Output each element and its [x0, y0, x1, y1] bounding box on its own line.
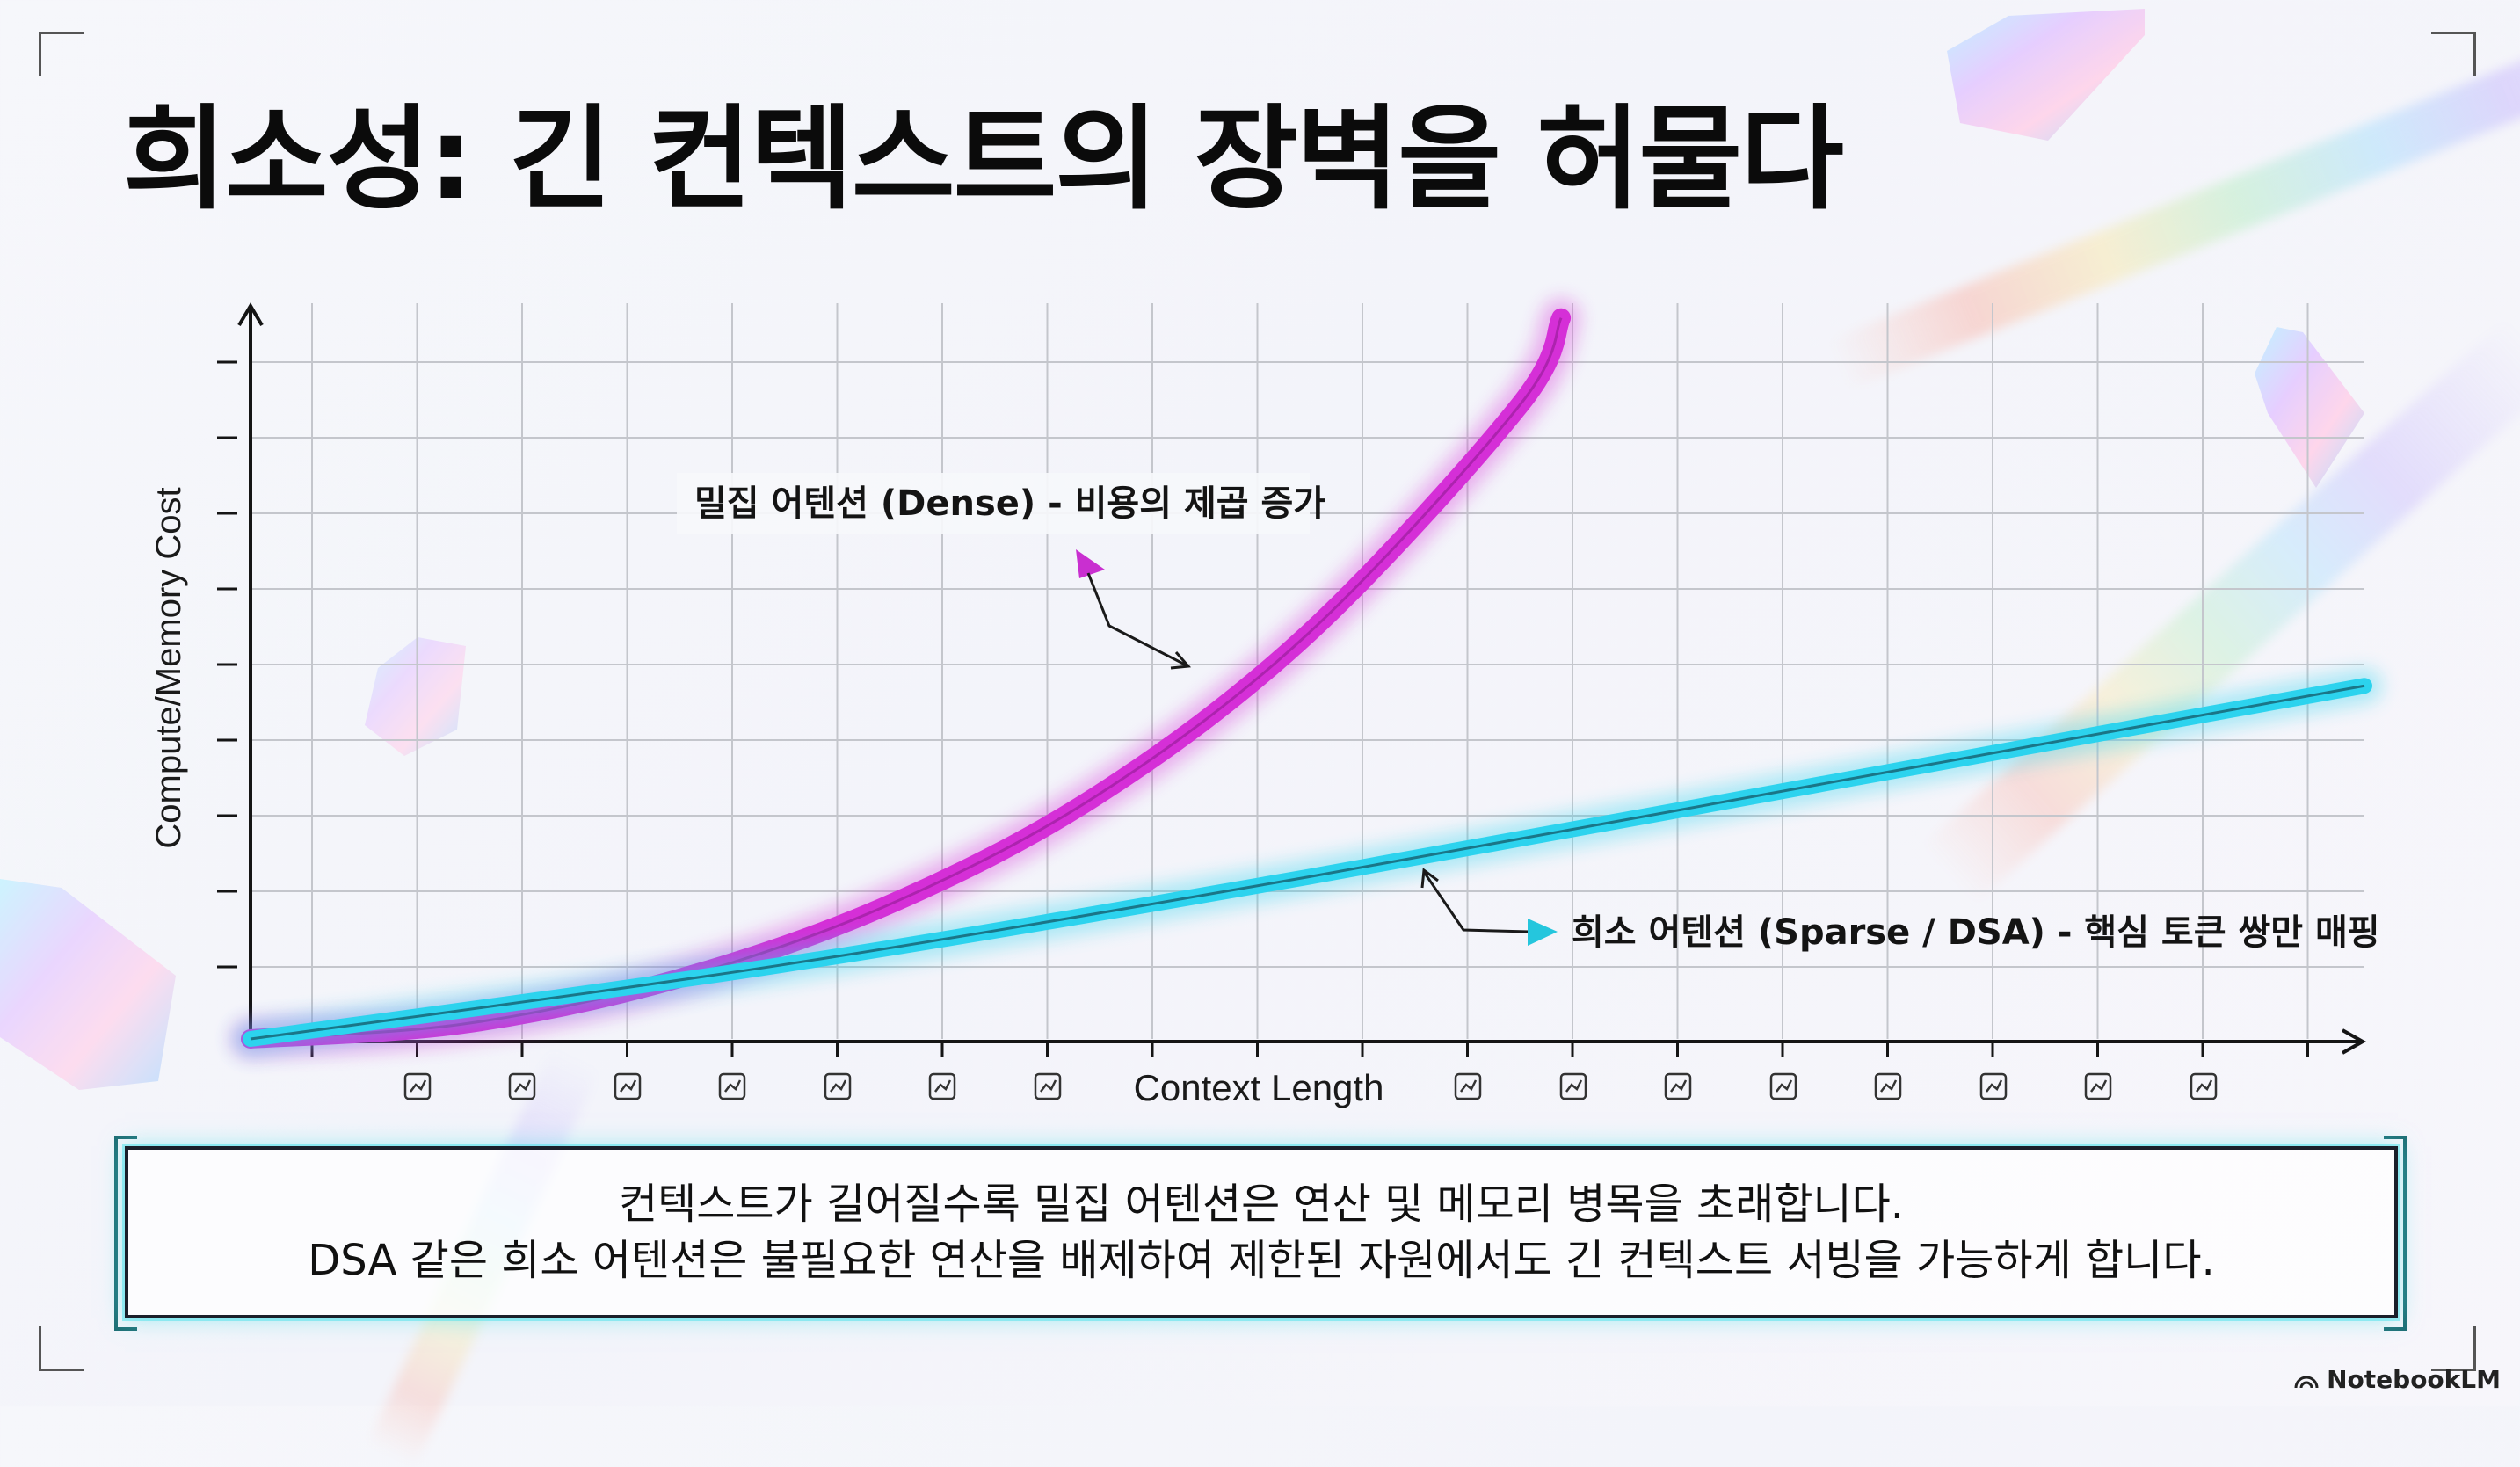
connected-nodes-icon — [508, 1072, 536, 1100]
bar-chart-icon — [928, 1072, 956, 1100]
y-axis-label: Compute/Memory Cost — [149, 487, 188, 848]
chart-grid — [251, 303, 2364, 1039]
corner-frame-mark — [39, 1326, 84, 1371]
sparse-annotation-marker — [1528, 919, 1558, 946]
link-icon — [1874, 1072, 1902, 1100]
caption-line-1: 컨텍스트가 길어질수록 밀집 어텐션은 연산 및 메모리 병목을 초래합니다. — [618, 1180, 1905, 1229]
branch-icon — [1769, 1072, 1797, 1100]
dot-grid-icon — [718, 1072, 746, 1100]
cursor-spark-icon — [403, 1072, 432, 1100]
sparse-series-core — [250, 684, 2365, 1041]
caption-line-2: DSA 같은 희소 어텐션은 불필요한 연산을 배제하여 제한된 자원에서도 긴… — [308, 1236, 2215, 1285]
caption-bracket-right — [2384, 1136, 2407, 1331]
corner-frame-mark — [39, 32, 84, 76]
trend-box-icon — [614, 1072, 642, 1100]
y-axis-arrowhead — [237, 302, 264, 327]
corner-frame-mark — [2431, 32, 2476, 76]
x-axis-arrowhead — [2342, 1028, 2367, 1055]
cost-chart: Compute/Memory Cost Context Length 밀집 어텐… — [0, 9, 2382, 1108]
slide-title: 희소성: 긴 컨텍스트의 장벽을 허물다 — [123, 94, 1844, 225]
notebooklm-brand: NotebookLM — [2293, 1365, 2501, 1394]
sparse-annotation-label: 희소 어텐션 (Sparse / DSA) - 핵심 토큰 쌍만 매핑 — [1572, 912, 2380, 953]
list-icon — [1034, 1072, 1062, 1100]
network-icon — [1454, 1072, 1482, 1100]
x-axis-icon-row — [403, 1072, 2218, 1100]
notebooklm-logo-icon — [2294, 1376, 2319, 1388]
magnifier-icon — [2190, 1072, 2218, 1100]
waveform-icon — [824, 1072, 852, 1100]
table-grid-icon — [1664, 1072, 1692, 1100]
dense-annotation-arrow — [1086, 572, 1189, 668]
chart-axes — [217, 302, 2367, 1057]
series-layer — [231, 298, 2382, 1058]
crystal-decoration — [0, 9, 2364, 1090]
cube-icon — [2084, 1072, 2112, 1100]
sparse-annotation: 희소 어텐션 (Sparse / DSA) - 핵심 토큰 쌍만 매핑 — [1420, 868, 2380, 953]
caption-box: 컨텍스트가 길어질수록 밀집 어텐션은 연산 및 메모리 병목을 초래합니다. … — [125, 1146, 2398, 1318]
dense-annotation-marker — [1076, 549, 1105, 578]
brand-label: NotebookLM — [2327, 1365, 2501, 1394]
corner-frame-mark — [2431, 1326, 2476, 1371]
caption-bracket-left — [114, 1136, 137, 1331]
line-up-icon — [1559, 1072, 1587, 1100]
sparse-annotation-arrow — [1422, 871, 1530, 933]
gear-flower-icon — [1979, 1072, 2008, 1100]
dense-annotation: 밀집 어텐션 (Dense) - 비용의 제곱 증가 — [677, 473, 1325, 670]
x-axis-label: Context Length — [1134, 1067, 1384, 1108]
dense-annotation-label: 밀집 어텐션 (Dense) - 비용의 제곱 증가 — [694, 483, 1325, 524]
